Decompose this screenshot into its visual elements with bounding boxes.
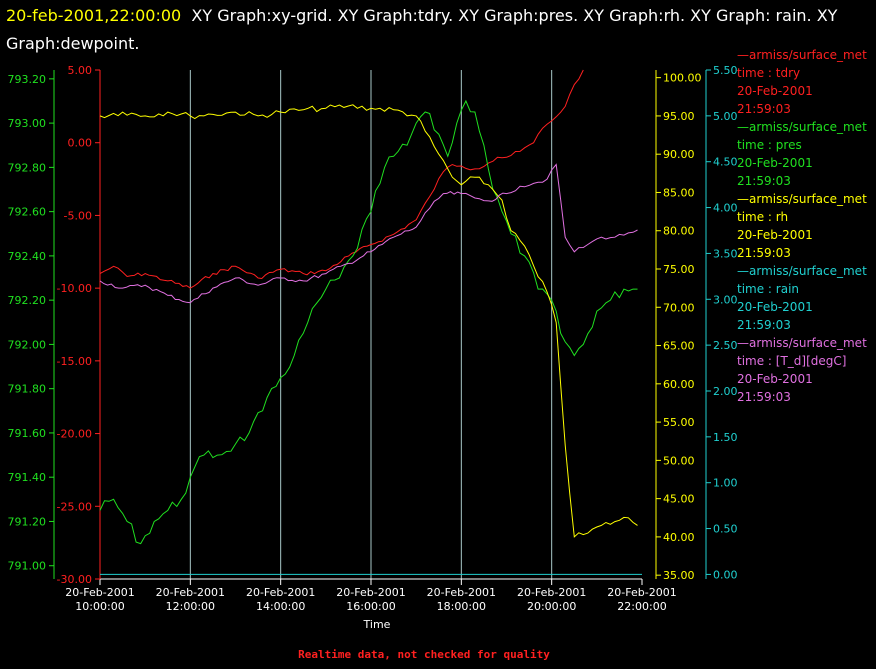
rh-tick-label: 50.00 bbox=[663, 454, 695, 467]
x-tick-label-time: 18:00:00 bbox=[437, 600, 486, 613]
pres-tick-label: 792.40 bbox=[8, 250, 47, 263]
legend-source: —armiss/surface_met bbox=[737, 192, 867, 206]
rain-tick-label: 4.00 bbox=[713, 202, 738, 215]
legend-source: —armiss/surface_met bbox=[737, 336, 867, 350]
x-tick-label-time: 14:00:00 bbox=[256, 600, 305, 613]
rh-tick-label: 40.00 bbox=[663, 531, 695, 544]
legend-time: 21:59:03 bbox=[737, 174, 791, 188]
x-tick-label-date: 20-Feb-2001 bbox=[517, 586, 586, 599]
legend-source: —armiss/surface_met bbox=[737, 120, 867, 134]
x-tick-label-date: 20-Feb-2001 bbox=[65, 586, 134, 599]
legend-date: 20-Feb-2001 bbox=[737, 228, 813, 242]
rh-tick-label: 70.00 bbox=[663, 301, 695, 314]
rh-tick-label: 35.00 bbox=[663, 569, 695, 582]
legend-date: 20-Feb-2001 bbox=[737, 300, 813, 314]
rain-tick-label: 4.50 bbox=[713, 156, 738, 169]
series-rh-line bbox=[99, 104, 638, 538]
rh-tick-label: 85.00 bbox=[663, 186, 695, 199]
x-tick-label-time: 22:00:00 bbox=[617, 600, 666, 613]
pres-tick-label: 791.80 bbox=[8, 383, 47, 396]
rain-tick-label: 3.50 bbox=[713, 247, 738, 260]
tdry-tick-label: -20.00 bbox=[57, 428, 92, 441]
x-tick-label-date: 20-Feb-2001 bbox=[427, 586, 496, 599]
rh-tick-label: 80.00 bbox=[663, 225, 695, 238]
rh-tick-label: 90.00 bbox=[663, 148, 695, 161]
tdry-tick-label: 5.00 bbox=[68, 64, 93, 77]
graph-title: 20-feb-2001,22:00:00 XY Graph:xy-grid. X… bbox=[6, 2, 866, 58]
pres-tick-label: 792.20 bbox=[8, 294, 47, 307]
rh-tick-label: 95.00 bbox=[663, 110, 695, 123]
rain-tick-label: 3.00 bbox=[713, 293, 738, 306]
rain-tick-label: 2.00 bbox=[713, 385, 738, 398]
pres-tick-label: 791.20 bbox=[8, 515, 47, 528]
x-tick-label-date: 20-Feb-2001 bbox=[336, 586, 405, 599]
rh-tick-label: 45.00 bbox=[663, 493, 695, 506]
legend-date: 20-Feb-2001 bbox=[737, 84, 813, 98]
x-tick-label-time: 20:00:00 bbox=[527, 600, 576, 613]
pres-tick-label: 792.80 bbox=[8, 161, 47, 174]
tdry-tick-label: -30.00 bbox=[57, 573, 92, 586]
pres-tick-label: 791.00 bbox=[8, 560, 47, 573]
rh-tick-label: 75.00 bbox=[663, 263, 695, 276]
rh-tick-label: 65.00 bbox=[663, 340, 695, 353]
x-tick-label-date: 20-Feb-2001 bbox=[156, 586, 225, 599]
x-tick-label-time: 10:00:00 bbox=[75, 600, 124, 613]
tdry-tick-label: -25.00 bbox=[57, 500, 92, 513]
rh-tick-label: 100.00 bbox=[663, 72, 702, 85]
timestamp: 20-feb-2001,22:00:00 bbox=[6, 6, 182, 25]
series-tdry-line bbox=[99, 69, 584, 289]
x-tick-label-time: 16:00:00 bbox=[346, 600, 395, 613]
pres-tick-label: 791.40 bbox=[8, 471, 47, 484]
legend-variable: time : tdry bbox=[737, 66, 801, 80]
rain-tick-label: 2.50 bbox=[713, 339, 738, 352]
quality-notice: Realtime data, not checked for quality bbox=[298, 648, 550, 661]
pres-tick-label: 793.00 bbox=[8, 117, 47, 130]
series-dewpoint-line bbox=[99, 163, 638, 304]
legend-variable: time : rh bbox=[737, 210, 789, 224]
rh-tick-label: 60.00 bbox=[663, 378, 695, 391]
legend-time: 21:59:03 bbox=[737, 246, 791, 260]
rh-tick-label: 55.00 bbox=[663, 416, 695, 429]
legend-source: —armiss/surface_met bbox=[737, 48, 867, 62]
x-axis-label: Time bbox=[363, 618, 391, 631]
legend-date: 20-Feb-2001 bbox=[737, 156, 813, 170]
rain-tick-label: 1.50 bbox=[713, 431, 738, 444]
legend-date: 20-Feb-2001 bbox=[737, 372, 813, 386]
rain-tick-label: 0.50 bbox=[713, 523, 738, 536]
x-tick-label-date: 20-Feb-2001 bbox=[246, 586, 315, 599]
legend-variable: time : pres bbox=[737, 138, 802, 152]
pres-tick-label: 791.60 bbox=[8, 427, 47, 440]
x-tick-label-time: 12:00:00 bbox=[166, 600, 215, 613]
legend-time: 21:59:03 bbox=[737, 318, 791, 332]
tdry-tick-label: -5.00 bbox=[64, 209, 92, 222]
legend-variable: time : rain bbox=[737, 282, 800, 296]
legend-variable: time : [T_d][degC] bbox=[737, 354, 847, 368]
legend-time: 21:59:03 bbox=[737, 102, 791, 116]
rain-tick-label: 5.00 bbox=[713, 110, 738, 123]
pres-tick-label: 793.20 bbox=[8, 73, 47, 86]
rain-tick-label: 1.00 bbox=[713, 477, 738, 490]
graph-list: XY Graph:xy-grid. XY Graph:tdry. XY Grap… bbox=[6, 6, 838, 53]
tdry-tick-label: -10.00 bbox=[57, 282, 92, 295]
legend-source: —armiss/surface_met bbox=[737, 264, 867, 278]
pres-tick-label: 792.00 bbox=[8, 338, 47, 351]
legend-time: 21:59:03 bbox=[737, 390, 791, 404]
pres-tick-label: 792.60 bbox=[8, 206, 47, 219]
rain-tick-label: 0.00 bbox=[713, 568, 738, 581]
x-tick-label-date: 20-Feb-2001 bbox=[607, 586, 676, 599]
tdry-tick-label: 0.00 bbox=[68, 137, 93, 150]
rain-tick-label: 5.50 bbox=[713, 64, 738, 77]
tdry-tick-label: -15.00 bbox=[57, 355, 92, 368]
